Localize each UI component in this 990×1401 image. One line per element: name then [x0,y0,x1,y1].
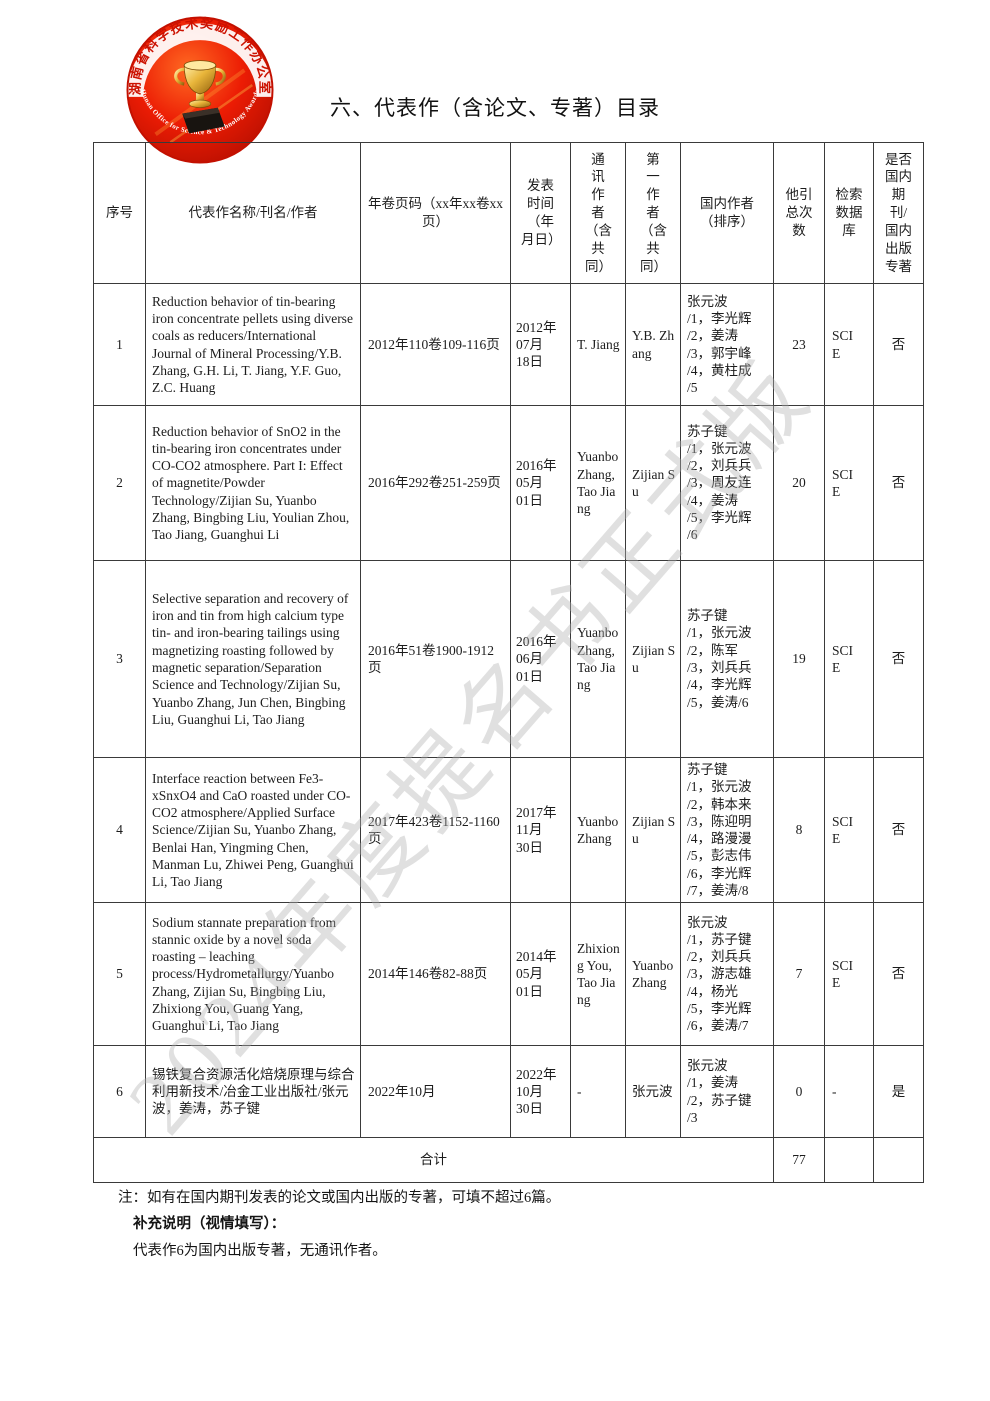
cell-title: Interface reaction between Fe3-xSnxO4 an… [145,756,361,904]
cell-volume_pages: 2017年423卷1152-1160页 [360,756,511,904]
cell-pub_date: 2017年 11月 30日 [510,756,571,904]
cell-is_domestic: 否 [873,560,924,758]
cell-citations: 8 [773,756,825,904]
cell-domestic_authors: 苏子键 /1，张元波 /2，刘兵兵 /3，周友连 /4，姜涛 /5，李光辉 /6 [680,405,774,561]
cell-is_domestic: 否 [873,283,924,406]
cell-title: Sodium stannate preparation from stannic… [145,902,361,1047]
cell-first_author: Y.B. Zhang [625,283,681,406]
cell-no: 6 [93,1045,146,1139]
cell-domestic_authors: 张元波 /1，苏子键 /2，刘兵兵 /3，游志雄 /4，杨光 /5，李光辉 /6… [680,902,774,1047]
cell-no: 3 [93,560,146,758]
column-header-first_author: 第一作者（含共同） [625,142,681,284]
cell-domestic_authors: 张元波 /1，姜涛 /2，苏子键 /3 [680,1045,774,1139]
column-header-citations: 他引总次数 [773,142,825,284]
cell-domestic_authors: 苏子键 /1，张元波 /2，韩本来 /3，陈迎明 /4，路漫漫 /5，彭志伟 /… [680,756,774,904]
cell-corresponding_author: - [570,1045,626,1139]
cell-corresponding_author: T. Jiang [570,283,626,406]
column-header-volume_pages: 年卷页码（xx年xx卷xx页） [360,142,511,284]
column-header-database: 检索数据库 [824,142,874,284]
note-text: 注：如有在国内期刊发表的论文或国内出版的专著，可填不超过6篇。 [118,1190,561,1206]
cell-volume_pages: 2014年146卷82-88页 [360,902,511,1047]
cell-pub_date: 2012年 07月 18日 [510,283,571,406]
cell-is_domestic: 是 [873,1045,924,1139]
cell-is_domestic: 否 [873,756,924,904]
cell-first_author: 张元波 [625,1045,681,1139]
cell-corresponding_author: Yuanbo Zhang, Tao Jiang [570,560,626,758]
cell-volume_pages: 2012年110卷109-116页 [360,283,511,406]
total-label: 合计 [93,1137,774,1184]
award-office-seal-logo: 湖南省科学技术奖励工作办公室 Hunan Office for Science … [126,16,274,164]
cell-citations: 19 [773,560,825,758]
column-header-is_domestic: 是否国内期刊/国内出版专著 [873,142,924,284]
representative-works-table: 序号 代表作名称/刊名/作者 年卷页码（xx年xx卷xx页） 发表时间（年月日） 通讯作… [93,142,924,1184]
cell-database: SCIE [824,902,874,1047]
column-header-no: 序号 [93,142,146,284]
cell-no: 2 [93,405,146,561]
cell-title: Reduction behavior of tin-bearing iron c… [145,283,361,406]
cell-pub_date: 2016年 06月 01日 [510,560,571,758]
cell-title: Selective separation and recovery of iro… [145,560,361,758]
total-empty-database [824,1137,874,1184]
table-row: 4 Interface reaction between Fe3-xSnxO4 a… [93,756,924,904]
cell-title: Reduction behavior of SnO2 in the tin-be… [145,405,361,561]
supplementary-label: 补充说明（视情填写）： [133,1216,286,1232]
cell-pub_date: 2022年 10月 30日 [510,1045,571,1139]
cell-no: 5 [93,902,146,1047]
total-empty-domestic [873,1137,924,1184]
cell-first_author: Yuanbo Zhang [625,902,681,1047]
total-citations: 77 [773,1137,825,1184]
cell-corresponding_author: Zhixiong You, Tao Jiang [570,902,626,1047]
table-total-row: 合计 77 [93,1137,924,1184]
cell-pub_date: 2016年 05月 01日 [510,405,571,561]
cell-is_domestic: 否 [873,902,924,1047]
column-header-domestic_authors: 国内作者（排序） [680,142,774,284]
cell-citations: 23 [773,283,825,406]
cell-volume_pages: 2016年51卷1900-1912页 [360,560,511,758]
table-header-row: 序号 代表作名称/刊名/作者 年卷页码（xx年xx卷xx页） 发表时间（年月日） 通讯作… [93,142,924,284]
seal-white-band [126,23,274,98]
cell-pub_date: 2014年 05月 01日 [510,902,571,1047]
cell-first_author: Zijian Su [625,756,681,904]
cell-no: 1 [93,283,146,406]
column-header-pub_date: 发表时间（年月日） [510,142,571,284]
cell-database: - [824,1045,874,1139]
cell-database: SCIE [824,756,874,904]
cell-citations: 7 [773,902,825,1047]
cell-volume_pages: 2016年292卷251-259页 [360,405,511,561]
cell-title: 锡铁复合资源活化焙烧原理与综合利用新技术/冶金工业出版社/张元波，姜涛，苏子键 [145,1045,361,1139]
column-header-title: 代表作名称/刊名/作者 [145,142,361,284]
cell-database: SCIE [824,405,874,561]
table-row: 6 锡铁复合资源活化焙烧原理与综合利用新技术/冶金工业出版社/张元波，姜涛，苏子键… [93,1045,924,1139]
cell-domestic_authors: 苏子键 /1，张元波 /2，陈军 /3，刘兵兵 /4，李光辉 /5，姜涛/6 [680,560,774,758]
table-row: 1 Reduction behavior of tin-bearing iron … [93,283,924,406]
cell-is_domestic: 否 [873,405,924,561]
cell-domestic_authors: 张元波 /1，李光辉 /2，姜涛 /3，郭宇峰 /4，黄柱成 /5 [680,283,774,406]
cell-volume_pages: 2022年10月 [360,1045,511,1139]
cell-database: SCIE [824,560,874,758]
cell-citations: 20 [773,405,825,561]
table-row: 2 Reduction behavior of SnO2 in the tin-b… [93,405,924,561]
column-header-corresponding_author: 通讯作者（含共同） [570,142,626,284]
page-title: 六、代表作（含论文、专著）目录 [330,96,660,120]
cell-corresponding_author: Yuanbo Zhang, Tao Jiang [570,405,626,561]
table-row: 3 Selective separation and recovery of ir… [93,560,924,758]
table-row: 5 Sodium stannate preparation from stanni… [93,902,924,1047]
trophy-icon [174,60,226,134]
cell-first_author: Zijian Su [625,405,681,561]
cell-citations: 0 [773,1045,825,1139]
supplementary-text: 代表作6为国内出版专著，无通讯作者。 [133,1243,387,1259]
cell-first_author: Zijian Su [625,560,681,758]
cell-corresponding_author: Yuanbo Zhang [570,756,626,904]
cell-no: 4 [93,756,146,904]
cell-database: SCIE [824,283,874,406]
